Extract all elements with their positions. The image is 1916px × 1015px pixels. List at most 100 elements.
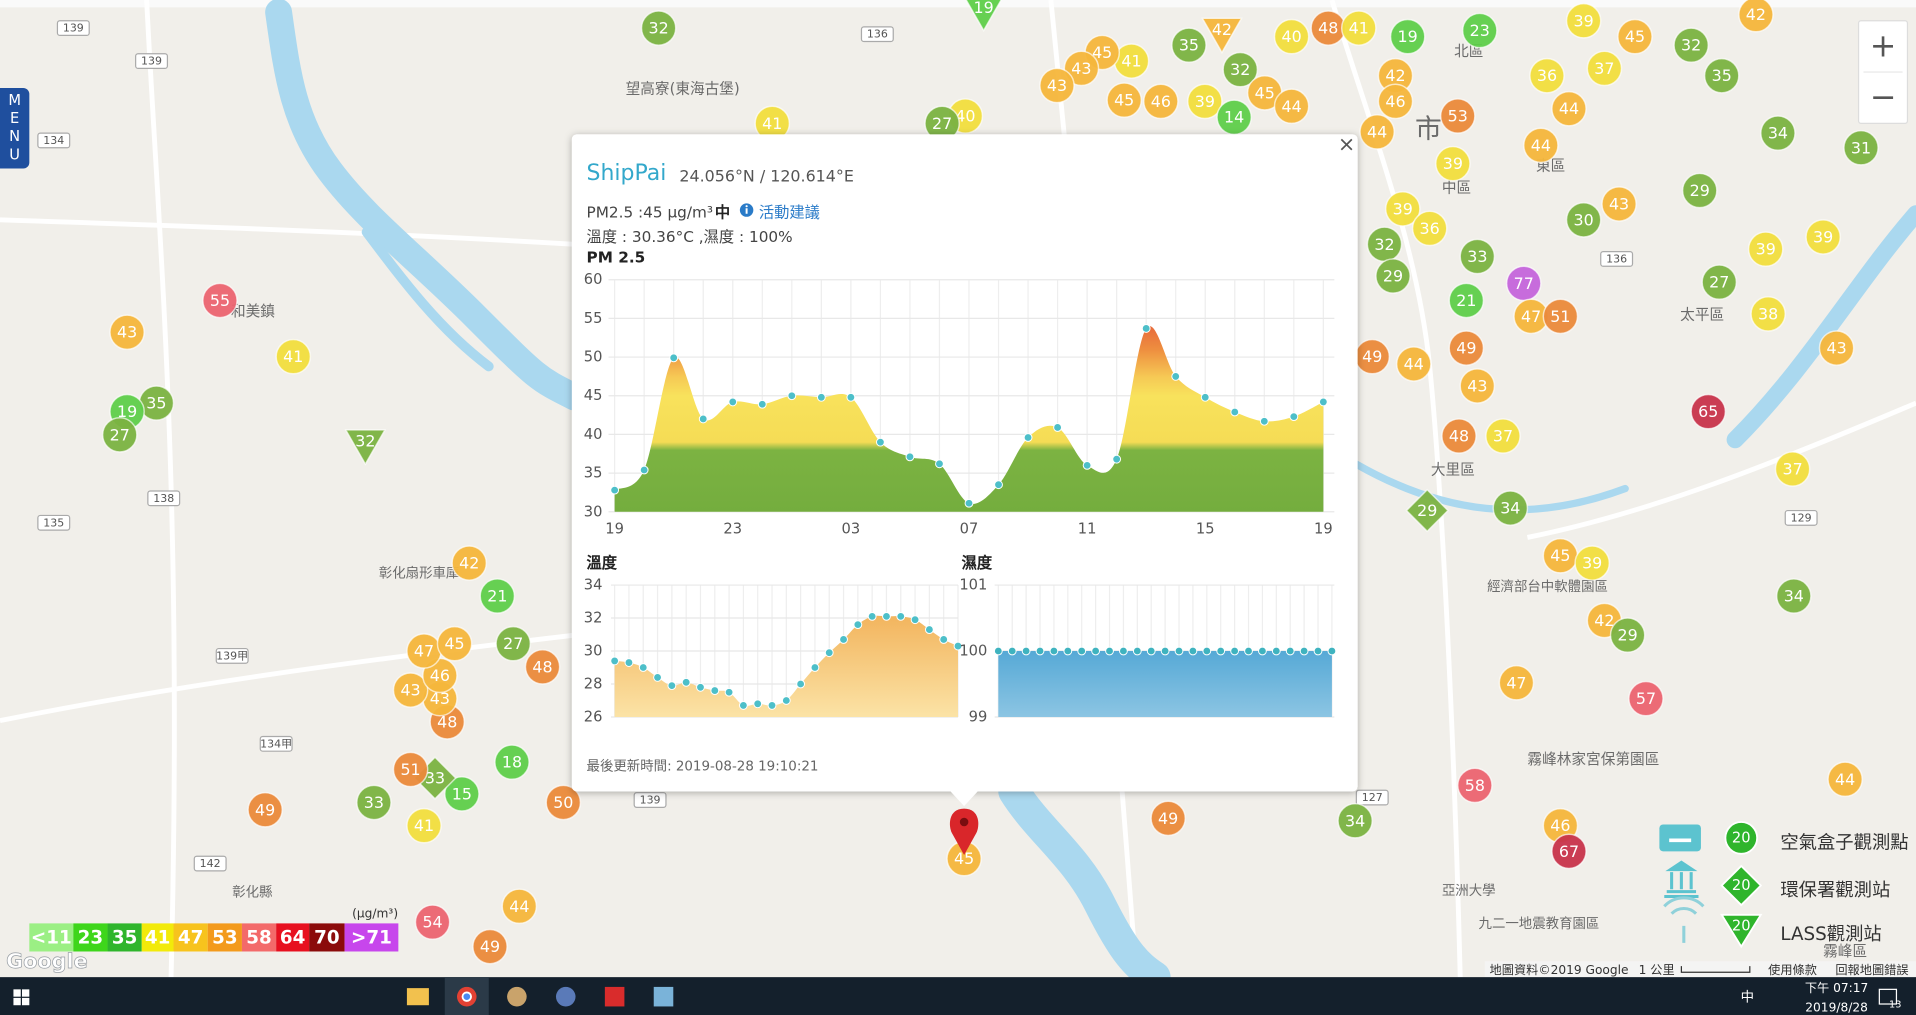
app-icon[interactable] — [653, 986, 674, 1007]
road-number: 142 — [200, 857, 221, 870]
start-button[interactable] — [13, 989, 30, 1006]
marker-value: 27 — [110, 425, 130, 444]
marker-value: 27 — [503, 634, 523, 653]
report-link[interactable]: 回報地圖錯誤 — [1835, 962, 1908, 977]
legend-swatch — [344, 923, 399, 952]
y-tick-label: 28 — [584, 675, 603, 692]
ui-overlay: MENU + − (μg/m³) Google 地圖資料©2019 Google… — [0, 20, 1916, 1015]
airbox-marker — [1738, 0, 1774, 33]
data-point — [876, 437, 885, 447]
road-number: 139 — [63, 22, 84, 35]
zoom-in[interactable]: + — [1870, 28, 1897, 64]
notification-icon[interactable] — [1878, 988, 1898, 1005]
legend-swatch — [241, 923, 277, 952]
data-point — [610, 656, 620, 666]
marker-value: 42 — [1594, 611, 1614, 630]
data-point — [1132, 646, 1142, 656]
data-point — [1327, 646, 1337, 656]
marker-value: 45 — [444, 634, 464, 653]
airbox-marker — [1448, 330, 1485, 366]
area-fill — [998, 651, 1332, 717]
airbox-marker — [1774, 451, 1811, 487]
road-shield — [259, 735, 293, 752]
data-point — [767, 701, 777, 710]
marker-value: 65 — [1698, 402, 1718, 421]
data-point — [924, 625, 934, 634]
terms-link[interactable]: 使用條款 — [1768, 962, 1817, 977]
airbox-marker — [1805, 219, 1841, 255]
data-point — [1285, 646, 1295, 656]
app-icon[interactable] — [507, 986, 527, 1007]
data-point — [1230, 407, 1240, 417]
x-tick-label: 11 — [1078, 520, 1097, 537]
y-tick-label: 40 — [584, 426, 603, 443]
airbox-marker — [1359, 114, 1395, 150]
airbox-marker — [1551, 833, 1587, 870]
marker-value: 21 — [1456, 291, 1476, 310]
data-point — [669, 353, 679, 363]
place-label: 太平區 — [1680, 307, 1724, 324]
explorer-icon[interactable] — [406, 988, 429, 1006]
marker-value: 57 — [1636, 689, 1656, 708]
epa-marker — [1405, 488, 1450, 533]
app-icon[interactable] — [555, 986, 576, 1007]
data-point — [1021, 646, 1031, 656]
y-tick-label: 30 — [584, 503, 603, 520]
marker-value: 21 — [487, 587, 507, 606]
data-point — [1063, 646, 1073, 656]
data-point — [1091, 646, 1101, 656]
airbox-icon — [1659, 824, 1701, 852]
weather-reading: 溫度 : 30.36°C ,濕度 : 100% — [587, 228, 793, 246]
river — [998, 775, 1171, 994]
x-tick-label: 03 — [842, 520, 861, 537]
road-number: 134甲 — [260, 737, 292, 750]
airbox-marker — [1461, 12, 1498, 49]
marker-value: 39 — [1756, 240, 1776, 259]
airbox-marker — [451, 545, 488, 581]
marker-value: 45 — [1550, 546, 1570, 565]
menu-tab[interactable] — [0, 87, 30, 169]
legend-label: 23 — [78, 928, 103, 949]
airbox-marker — [1760, 115, 1796, 151]
marker-value: 40 — [1281, 27, 1301, 46]
app-icon[interactable] — [604, 986, 625, 1007]
marker-value: 41 — [1349, 19, 1369, 38]
marker-value: 42 — [1212, 20, 1232, 39]
ime-indicator[interactable]: 中 — [1741, 989, 1754, 1005]
lass-marker — [965, 0, 1002, 33]
data-point — [853, 620, 863, 630]
road-shield — [56, 20, 90, 37]
airbox-marker — [436, 625, 473, 662]
legend-label: 41 — [145, 928, 170, 949]
close-button[interactable]: × — [1338, 132, 1355, 156]
lass-marker — [344, 429, 387, 466]
data-point — [953, 641, 963, 651]
airbox-marker — [1498, 664, 1535, 701]
road-shield — [37, 132, 71, 149]
marker-value: 42 — [459, 554, 479, 573]
station-name: ShipPai — [587, 161, 667, 186]
marker-value: 39 — [1582, 554, 1602, 573]
road-shield — [37, 514, 71, 531]
marker-value: 29 — [1618, 626, 1638, 645]
rivers — [265, 0, 1916, 994]
data-point — [1160, 646, 1170, 656]
y-tick-label: 30 — [584, 643, 603, 660]
menu-label[interactable]: MENU — [6, 92, 23, 165]
airbox-marker — [1441, 418, 1477, 454]
data-point — [1077, 646, 1087, 656]
advice-link[interactable]: 活動建議 — [759, 204, 820, 222]
data-point — [1271, 646, 1281, 656]
legend-swatch — [29, 923, 74, 952]
data-point — [810, 663, 820, 672]
marker-value: 41 — [414, 816, 434, 835]
airbox-marker — [1601, 186, 1637, 222]
airbox-marker — [1273, 18, 1310, 55]
marker-value: 45 — [1625, 27, 1645, 46]
legend-label: 47 — [178, 928, 203, 949]
marker-value: 32 — [355, 431, 375, 450]
zoom-out[interactable]: − — [1870, 80, 1897, 116]
marker-value: 36 — [1537, 66, 1557, 85]
